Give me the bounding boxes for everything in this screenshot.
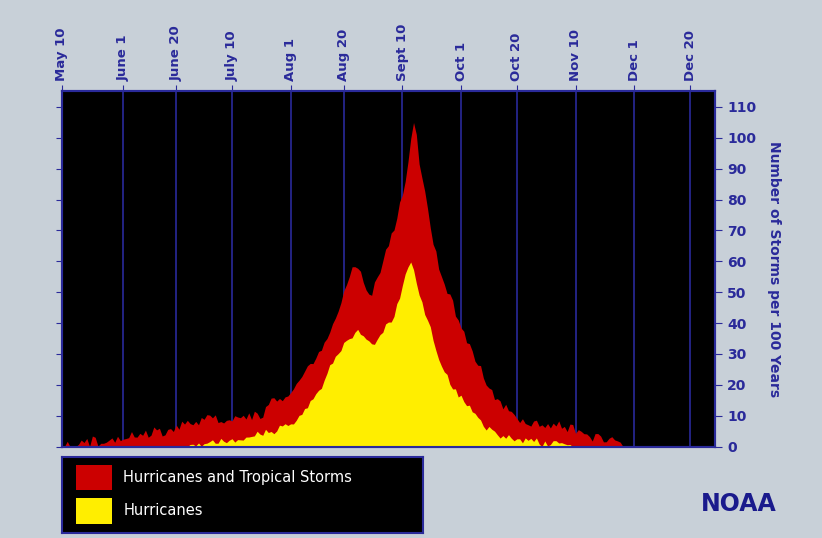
Y-axis label: Number of Storms per 100 Years: Number of Storms per 100 Years <box>767 141 781 397</box>
Text: NOAA: NOAA <box>701 492 777 516</box>
Bar <box>76 465 113 491</box>
Bar <box>76 498 113 523</box>
Text: Hurricanes and Tropical Storms: Hurricanes and Tropical Storms <box>123 470 352 485</box>
Text: Hurricanes: Hurricanes <box>123 502 203 518</box>
